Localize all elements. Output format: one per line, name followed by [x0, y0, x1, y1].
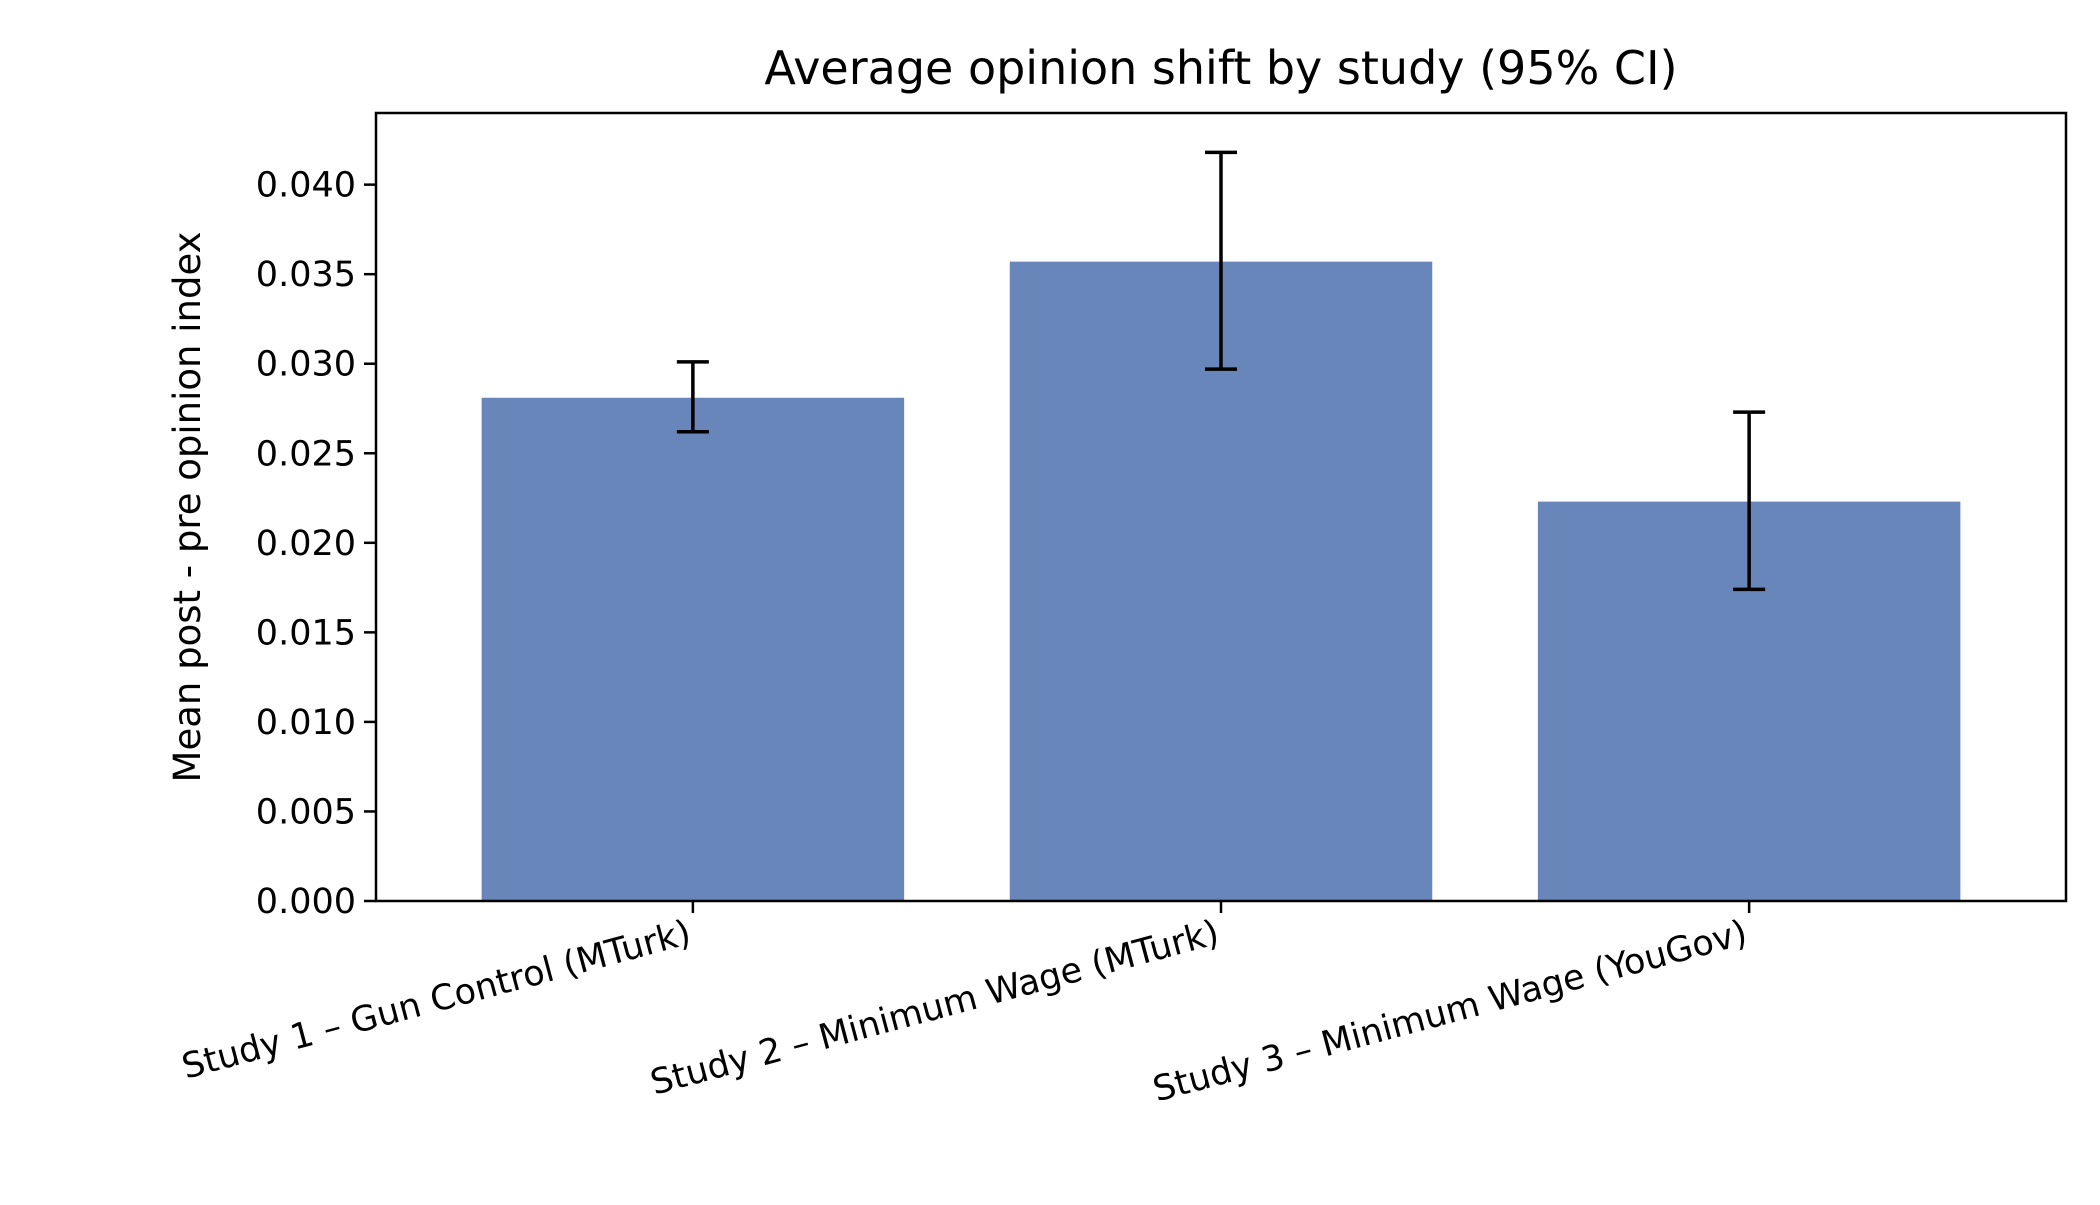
- x-axis-ticks: Study 1 – Gun Control (MTurk)Study 2 – M…: [178, 901, 1752, 1110]
- y-tick-label: 0.025: [256, 434, 356, 474]
- y-tick-label: 0.015: [256, 613, 356, 653]
- bar: [481, 397, 905, 901]
- y-tick-label: 0.035: [256, 255, 356, 295]
- y-tick-label: 0.030: [256, 345, 356, 385]
- x-tick-label: Study 2 – Minimum Wage (MTurk): [646, 913, 1223, 1103]
- y-axis-label: Mean post - pre opinion index: [166, 232, 209, 783]
- chart-title: Average opinion shift by study (95% CI): [764, 41, 1677, 95]
- y-tick-label: 0.005: [256, 792, 356, 832]
- x-tick-label: Study 1 – Gun Control (MTurk): [178, 913, 695, 1087]
- y-tick-label: 0.020: [256, 524, 356, 564]
- y-tick-label: 0.000: [256, 882, 356, 922]
- error-bars-group: [676, 150, 1766, 592]
- y-tick-label: 0.040: [256, 166, 356, 206]
- x-tick-label: Study 3 – Minimum Wage (YouGov): [1149, 913, 1752, 1110]
- y-axis-ticks: 0.000 0.005 0.010 0.015 0.020 0.025 0.030 0.035…: [256, 166, 376, 922]
- y-tick-label: 0.010: [256, 703, 356, 743]
